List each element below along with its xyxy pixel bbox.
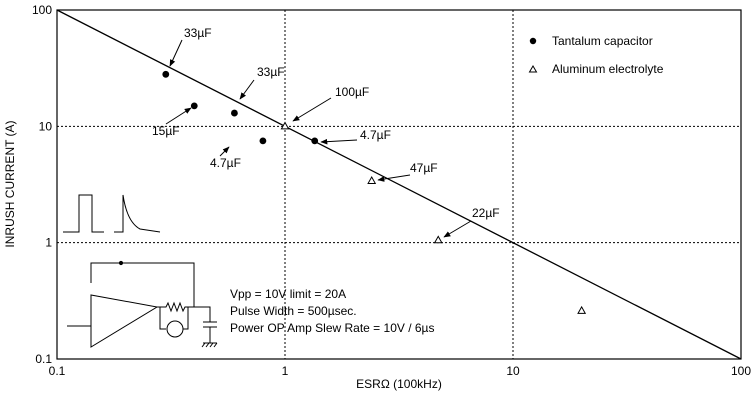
aluminum-data-point xyxy=(433,235,443,244)
y-tick-label: 10 xyxy=(39,119,53,133)
annotations: 33µF 33µF 15µF 100µF 4.7µF 4.7µF 47µF 22… xyxy=(152,26,500,238)
tantalum-data-point xyxy=(259,137,267,145)
x-axis-label: ESRΩ (100kHz) xyxy=(356,377,442,391)
annotation-arrow xyxy=(320,138,358,145)
gridlines xyxy=(57,10,741,359)
y-tick-label: 100 xyxy=(32,3,52,17)
legend: Tantalum capacitor Aluminum electrolyte xyxy=(528,34,664,76)
decay-pulse-icon xyxy=(114,194,161,233)
note-vpp: Vpp = 10V limit = 20A xyxy=(230,287,346,301)
legend-marker-aluminum xyxy=(528,65,538,73)
y-tick-label: 1 xyxy=(45,236,52,250)
note-slew-rate: Power OP Amp Slew Rate = 10V / 6µs xyxy=(230,321,434,335)
aluminum-data-point xyxy=(280,121,290,130)
pulse-waveform-icons xyxy=(63,194,161,233)
data-points xyxy=(162,70,587,314)
note-pulse-width: Pulse Width = 500µsec. xyxy=(230,304,357,318)
resistor-icon xyxy=(157,301,211,322)
capacitor-icon xyxy=(203,321,217,343)
annotation-33uF-b: 33µF xyxy=(257,65,285,79)
load-wire xyxy=(159,307,166,330)
tantalum-data-point xyxy=(190,102,198,110)
feedback-wire xyxy=(90,262,195,307)
annotation-arrow xyxy=(169,39,183,67)
annotation-4-7uF-a: 4.7µF xyxy=(210,156,241,170)
x-tick-labels: 0.1 1 10 100 xyxy=(49,364,752,378)
y-tick-label: 0.1 xyxy=(35,352,52,366)
legend-label-aluminum: Aluminum electrolyte xyxy=(552,62,664,76)
ground-icon xyxy=(201,342,218,348)
annotation-arrow xyxy=(165,107,192,125)
x-tick-label: 0.1 xyxy=(49,364,66,378)
circuit-schematic xyxy=(67,260,218,348)
annotation-22uF: 22µF xyxy=(472,206,500,220)
aluminum-data-point xyxy=(577,305,587,314)
y-tick-labels: 0.1 1 10 100 xyxy=(32,3,52,366)
annotation-arrow xyxy=(292,97,332,122)
annotation-arrow xyxy=(443,220,472,238)
y-axis-label: INRUSH CURRENT (A) xyxy=(3,120,17,247)
x-tick-label: 10 xyxy=(506,364,520,378)
annotation-47uF: 47µF xyxy=(410,161,438,175)
x-tick-label: 100 xyxy=(731,364,751,378)
junction-dot xyxy=(118,260,124,266)
meter-icon xyxy=(166,320,184,338)
tantalum-data-point xyxy=(162,70,170,78)
annotation-arrow xyxy=(219,146,230,157)
legend-label-tantalum: Tantalum capacitor xyxy=(552,34,653,48)
legend-marker-tantalum xyxy=(529,37,537,45)
annotation-arrow xyxy=(377,174,411,182)
square-pulse-icon xyxy=(63,194,104,233)
x-tick-label: 1 xyxy=(282,364,289,378)
tantalum-data-point xyxy=(311,137,319,145)
annotation-100uF: 100µF xyxy=(335,85,369,99)
annotation-arrow xyxy=(239,79,255,100)
aluminum-data-point xyxy=(367,176,377,184)
tantalum-data-point xyxy=(231,109,238,117)
reference-line xyxy=(56,9,742,360)
op-amp-icon xyxy=(90,294,159,348)
annotation-33uF-a: 33µF xyxy=(184,26,212,40)
meter-wire xyxy=(183,307,189,330)
plot-frame xyxy=(56,9,742,360)
annotation-15uF: 15µF xyxy=(152,124,180,138)
annotation-4-7uF-b: 4.7µF xyxy=(360,128,391,142)
